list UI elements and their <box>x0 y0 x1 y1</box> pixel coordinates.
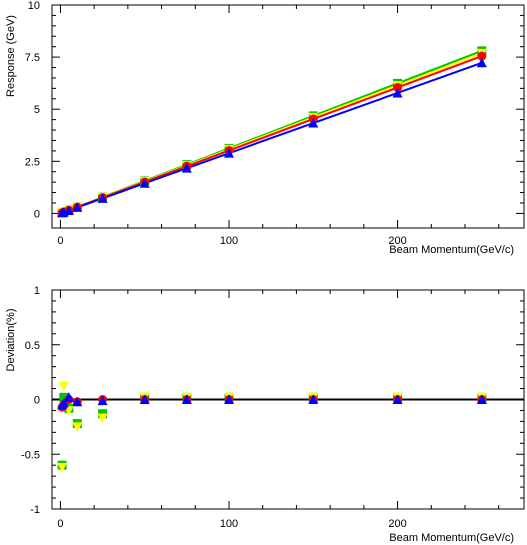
response-marker-circle <box>477 51 487 61</box>
response-fit-line-2 <box>60 55 483 215</box>
response-marker-circle <box>393 83 403 93</box>
deviation-ticks: 0 100 200 -1 -0.5 0 0.5 1 <box>21 285 524 530</box>
response-y-axis-label: Response (GeV) <box>5 15 17 97</box>
response-ticks: 0 100 200 0 2.5 5 7.5 10 <box>25 0 524 247</box>
deviation-y-tick-label: 0 <box>34 395 40 407</box>
response-marker-triangle-up <box>181 163 192 173</box>
response-x-tick-label: 200 <box>388 235 406 247</box>
deviation-y-axis-label: Deviation(%) <box>5 309 17 372</box>
response-marker-triangle-up <box>63 205 74 215</box>
response-x-tick-label: 100 <box>220 235 238 247</box>
deviation-x-axis-label: Beam Momentum(GeV/c) <box>389 532 514 544</box>
deviation-marker-triangle-up <box>224 394 234 404</box>
response-marker-triangle-up <box>72 202 83 212</box>
response-x-tick-label: 0 <box>57 235 63 247</box>
deviation-marker-triangle-up <box>58 397 69 408</box>
response-markers <box>57 46 487 218</box>
deviation-y-tick-label: -1 <box>30 504 40 516</box>
deviation-marker-square <box>59 392 69 402</box>
deviation-marker-triangle-up <box>97 395 108 406</box>
deviation-marker-triangle-up <box>63 392 74 402</box>
response-y-tick-label: 2.5 <box>25 156 40 168</box>
response-y-tick-label: 10 <box>28 0 40 12</box>
response-y-tick-label: 7.5 <box>25 52 40 64</box>
response-marker-triangle-up <box>97 193 108 203</box>
response-fit-lines <box>60 49 483 215</box>
response-plot-frame <box>51 4 525 229</box>
response-marker-triangle-up <box>308 117 319 128</box>
deviation-y-tick-label: 0.5 <box>25 340 40 352</box>
response-panel: Response (GeV) Beam Momentum(GeV/c) 0 100… <box>5 0 525 256</box>
deviation-y-tick-label: 1 <box>34 285 40 297</box>
response-marker-triangle-up <box>224 148 234 158</box>
response-marker-triangle-up <box>392 87 403 98</box>
deviation-markers <box>57 381 487 473</box>
response-fit-line-3 <box>60 61 483 215</box>
response-marker-triangle-up <box>139 178 150 188</box>
response-y-tick-label: 5 <box>34 104 40 116</box>
deviation-y-tick-label: -0.5 <box>21 449 40 461</box>
response-x-axis-label: Beam Momentum(GeV/c) <box>389 244 514 256</box>
deviation-marker-triangle-up <box>308 394 319 404</box>
response-y-tick-label: 0 <box>34 208 40 220</box>
deviation-marker-triangle-up <box>139 394 150 404</box>
deviation-marker-triangle-up <box>392 394 403 404</box>
response-marker-triangle-up <box>476 57 487 68</box>
deviation-x-tick-label: 100 <box>220 518 238 530</box>
deviation-marker-triangle-down <box>58 381 69 392</box>
deviation-marker-triangle-down <box>57 462 68 473</box>
deviation-marker-triangle-up <box>181 394 192 404</box>
deviation-x-tick-label: 200 <box>388 518 406 530</box>
deviation-marker-triangle-down <box>97 413 108 424</box>
deviation-marker-triangle-up <box>72 396 83 407</box>
deviation-marker-triangle-up <box>476 394 487 404</box>
deviation-marker-triangle-down <box>72 422 83 432</box>
deviation-panel: Deviation(%) Beam Momentum(GeV/c) 0 100 20… <box>5 285 525 544</box>
deviation-x-tick-label: 0 <box>57 518 63 530</box>
